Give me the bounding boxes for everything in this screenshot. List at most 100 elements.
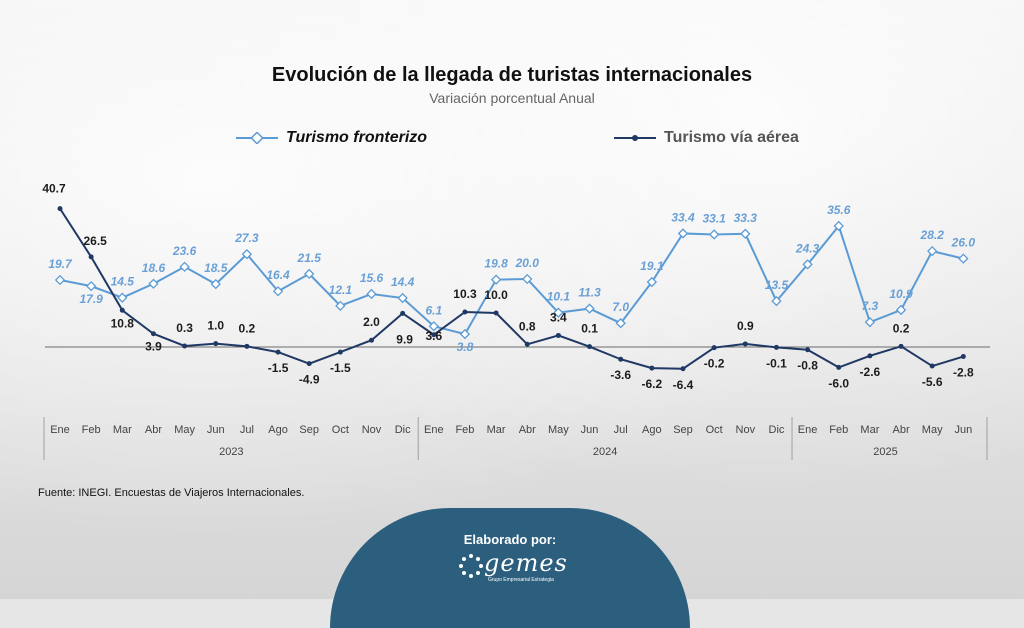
fronterizo-data-label: 7.0 bbox=[612, 300, 629, 314]
fronterizo-data-label: 17.9 bbox=[79, 292, 103, 306]
aerea-point bbox=[88, 254, 94, 260]
series-line-1 bbox=[59, 208, 964, 370]
aerea-point bbox=[649, 365, 655, 371]
aerea-point bbox=[400, 310, 406, 316]
aerea-data-label: 3.6 bbox=[425, 329, 442, 343]
aerea-data-label: -0.8 bbox=[797, 359, 818, 373]
x-tick-label: Ene bbox=[50, 424, 70, 436]
x-tick-label: Feb bbox=[455, 424, 474, 436]
aerea-point bbox=[182, 343, 188, 349]
fronterizo-point bbox=[771, 295, 782, 307]
fronterizo-point bbox=[740, 228, 751, 239]
fronterizo-point bbox=[895, 304, 907, 316]
fronterizo-data-label: 14.5 bbox=[111, 275, 135, 289]
x-tick-label: Mar bbox=[487, 424, 506, 436]
x-tick-label: Ago bbox=[642, 424, 662, 436]
legend-fronterizo-marker-icon bbox=[236, 132, 278, 144]
aerea-point bbox=[742, 341, 748, 347]
fronterizo-point bbox=[958, 253, 969, 264]
x-tick-label: Ago bbox=[268, 424, 288, 436]
aerea-point bbox=[711, 345, 717, 351]
x-tick-label: Jul bbox=[614, 424, 628, 436]
source-note: Fuente: INEGI. Encuestas de Viajeros Int… bbox=[38, 487, 305, 499]
gemes-logo: gemes Grupo Empresarial Estrategia bbox=[458, 549, 578, 591]
x-tick-label: Nov bbox=[736, 424, 756, 436]
x-tick-label: Feb bbox=[82, 424, 101, 436]
series-line-0 bbox=[59, 223, 964, 336]
aerea-data-label: 10.0 bbox=[484, 288, 508, 302]
chart-subtitle: Variación porcentual Anual bbox=[429, 90, 595, 106]
aerea-data-label: 0.3 bbox=[176, 321, 193, 335]
fronterizo-point bbox=[210, 278, 221, 290]
fronterizo-point bbox=[85, 280, 97, 292]
fronterizo-data-label: 21.5 bbox=[297, 251, 322, 265]
aerea-data-label: 0.2 bbox=[893, 321, 910, 335]
fronterizo-data-label: 19.1 bbox=[640, 259, 664, 273]
x-tick-label: Feb bbox=[829, 424, 848, 436]
fronterizo-point bbox=[397, 292, 408, 304]
fronterizo-data-label: 19.8 bbox=[484, 257, 508, 271]
aerea-point bbox=[306, 361, 312, 367]
x-tick-label: Sep bbox=[299, 424, 319, 436]
fronterizo-point bbox=[272, 286, 284, 297]
background-photo bbox=[0, 0, 1024, 599]
aerea-data-label: -6.2 bbox=[642, 377, 663, 391]
x-tick-label: Oct bbox=[332, 424, 349, 436]
aerea-data-label: 3.9 bbox=[145, 340, 162, 354]
aerea-point bbox=[898, 343, 904, 349]
aerea-data-label: 40.7 bbox=[42, 182, 66, 196]
legend-aerea-marker-icon bbox=[614, 135, 656, 141]
x-tick-label: Jul bbox=[240, 424, 254, 436]
fronterizo-data-label: 6.1 bbox=[425, 303, 442, 317]
aerea-point bbox=[244, 343, 250, 349]
x-tick-label: Ene bbox=[798, 424, 818, 436]
aerea-point bbox=[337, 349, 343, 355]
x-tick-label: Dic bbox=[395, 424, 411, 436]
aerea-point bbox=[275, 349, 281, 355]
aerea-data-label: -1.5 bbox=[330, 361, 351, 375]
aerea-point bbox=[524, 341, 530, 347]
fronterizo-data-label: 18.5 bbox=[204, 261, 228, 275]
year-label: 2025 bbox=[873, 446, 897, 458]
fronterizo-point bbox=[927, 245, 938, 257]
fronterizo-data-label: 33.3 bbox=[734, 211, 758, 225]
aerea-data-label: 0.1 bbox=[581, 322, 598, 336]
year-label: 2024 bbox=[593, 446, 617, 458]
aerea-data-label: -5.6 bbox=[922, 375, 943, 389]
fronterizo-data-label: 20.0 bbox=[515, 256, 540, 270]
aerea-point bbox=[587, 344, 593, 350]
fronterizo-data-label: 16.4 bbox=[266, 268, 290, 282]
fronterizo-point bbox=[241, 249, 253, 260]
fronterizo-data-label: 13.5 bbox=[765, 278, 789, 292]
fronterizo-data-label: 24.3 bbox=[795, 241, 820, 255]
x-tick-label: Ene bbox=[424, 424, 444, 436]
aerea-data-label: -2.6 bbox=[860, 365, 881, 379]
fronterizo-data-label: 27.3 bbox=[234, 231, 259, 245]
fronterizo-point bbox=[335, 300, 346, 312]
aerea-point bbox=[369, 337, 374, 343]
fronterizo-point bbox=[584, 303, 595, 314]
fronterizo-data-label: 15.6 bbox=[360, 271, 384, 285]
fronterizo-point bbox=[677, 228, 689, 239]
aerea-point bbox=[213, 341, 219, 347]
aerea-point bbox=[150, 331, 156, 337]
legend-aerea-label: Turismo vía aérea bbox=[664, 129, 799, 146]
aerea-point bbox=[119, 307, 125, 313]
aerea-data-label: -0.2 bbox=[704, 357, 725, 371]
fronterizo-point bbox=[490, 274, 502, 285]
x-tick-label: Abr bbox=[519, 424, 536, 436]
credit-label: Elaborado por: bbox=[463, 532, 557, 547]
aerea-data-label: -4.9 bbox=[299, 373, 320, 387]
fronterizo-point bbox=[615, 318, 626, 329]
fronterizo-point bbox=[366, 288, 377, 300]
fronterizo-point bbox=[459, 328, 471, 340]
aerea-data-label: -6.0 bbox=[828, 376, 849, 390]
fronterizo-data-label: 35.6 bbox=[827, 203, 851, 217]
aerea-data-label: -2.8 bbox=[953, 366, 974, 380]
fronterizo-data-label: 12.1 bbox=[329, 283, 353, 297]
fronterizo-data-label: 11.3 bbox=[578, 286, 601, 300]
aerea-data-label: -6.4 bbox=[673, 378, 694, 392]
aerea-data-label: -3.6 bbox=[610, 368, 631, 382]
aerea-data-label: -0.1 bbox=[766, 356, 787, 370]
x-tick-label: May bbox=[548, 424, 569, 436]
